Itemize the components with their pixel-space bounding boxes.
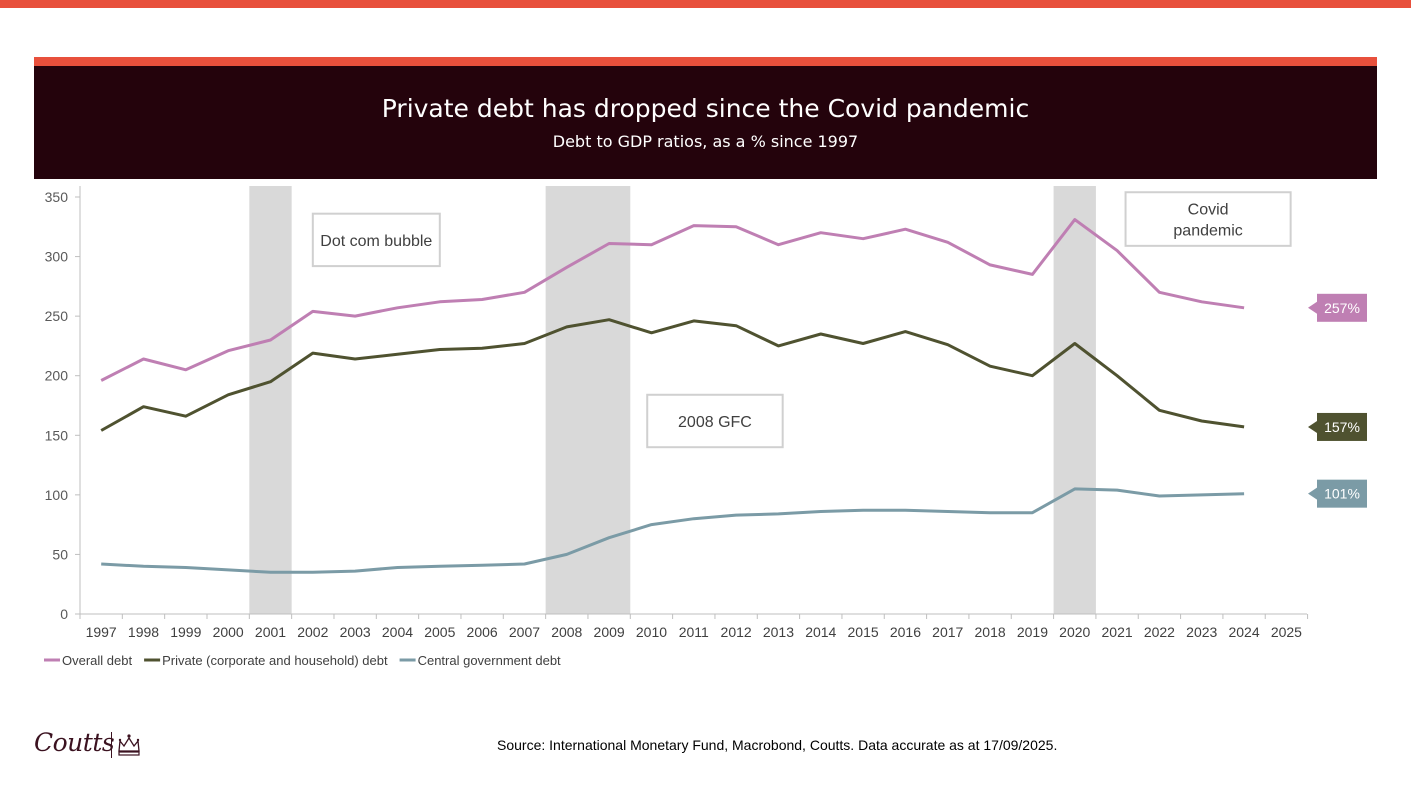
end-tag-pointer — [1308, 420, 1317, 433]
end-value-tag — [1317, 412, 1367, 441]
shaded-period-1 — [249, 186, 292, 614]
x-tick-label: 2008 — [551, 624, 582, 640]
annotation-box-3 — [1124, 191, 1292, 247]
logo-divider — [111, 732, 112, 758]
x-tick-label: 2019 — [1017, 624, 1048, 640]
x-tick-label: 2021 — [1102, 624, 1133, 640]
y-tick-label: 50 — [52, 546, 68, 562]
annotation-label: Covid — [1188, 202, 1229, 219]
shaded-period-3 — [1053, 186, 1096, 614]
x-tick-label: 2003 — [340, 624, 371, 640]
x-tick-label: 1997 — [86, 624, 117, 640]
legend-label-2: Private (corporate and household) debt — [162, 653, 388, 668]
crown-crest-icon — [118, 734, 140, 756]
x-tick-label: 1998 — [128, 624, 159, 640]
shaded-period-2 — [545, 186, 631, 614]
source-note: Source: International Monetary Fund, Mac… — [497, 737, 1058, 753]
end-value-tag — [1317, 479, 1367, 508]
x-tick-label: 2017 — [932, 624, 963, 640]
header-accent-bar — [34, 57, 1377, 66]
chart-header: Private debt has dropped since the Covid… — [34, 66, 1377, 179]
coutts-wordmark: Coutts — [34, 728, 115, 757]
end-value-label: 257% — [1324, 300, 1360, 316]
annotation-label: pandemic — [1173, 223, 1242, 240]
annotation-box-2 — [646, 393, 784, 449]
annotation-box-1 — [311, 212, 441, 268]
x-tick-label: 2005 — [424, 624, 455, 640]
x-tick-label: 2012 — [721, 624, 752, 640]
y-tick-label: 150 — [45, 427, 69, 443]
y-tick-label: 100 — [45, 487, 69, 503]
x-tick-label: 2024 — [1228, 624, 1259, 640]
x-tick-label: 2016 — [890, 624, 921, 640]
end-value-label: 101% — [1324, 486, 1360, 502]
x-tick-label: 2013 — [763, 624, 794, 640]
series-line-1 — [100, 218, 1245, 382]
x-tick-label: 2014 — [805, 624, 836, 640]
debt-line-chart: 0 50 100 150 200 250 300 350 1997 1998 1999 2000 200… — [44, 186, 1367, 668]
end-value-tag — [1317, 293, 1367, 322]
x-tick-label: 2018 — [975, 624, 1006, 640]
y-tick-label: 200 — [45, 368, 69, 384]
chart-title: Private debt has dropped since the Covid… — [381, 94, 1030, 123]
y-tick-label: 350 — [45, 189, 69, 205]
y-tick-label: 0 — [60, 606, 68, 622]
x-tick-label: 2015 — [848, 624, 879, 640]
x-tick-label: 2002 — [297, 624, 328, 640]
series-line-2 — [100, 318, 1245, 432]
x-tick-label: 2001 — [255, 624, 286, 640]
x-tick-label: 2004 — [382, 624, 413, 640]
x-tick-label: 2011 — [679, 624, 709, 640]
x-tick-label: 2020 — [1059, 624, 1090, 640]
legend-label-1: Overall debt — [62, 653, 132, 668]
x-tick-label: 2009 — [594, 624, 625, 640]
end-tag-pointer — [1308, 487, 1317, 500]
x-tick-label: 2025 — [1271, 624, 1302, 640]
series-line-3 — [101, 487, 1245, 574]
end-value-label: 157% — [1324, 419, 1360, 435]
legend-label-3: Central government debt — [418, 653, 561, 668]
annotation-label: Dot com bubble — [320, 233, 432, 250]
top-accent-bar — [0, 0, 1411, 8]
x-tick-label: 2010 — [636, 624, 667, 640]
chart-subtitle: Debt to GDP ratios, as a % since 1997 — [552, 132, 859, 151]
x-tick-label: 2000 — [213, 624, 244, 640]
x-tick-label: 2022 — [1144, 624, 1175, 640]
end-tag-pointer — [1308, 301, 1317, 314]
y-tick-label: 250 — [45, 308, 69, 324]
x-tick-label: 1999 — [170, 624, 201, 640]
y-tick-label: 300 — [45, 249, 69, 265]
x-tick-label: 2007 — [509, 624, 540, 640]
annotation-label: 2008 GFC — [678, 414, 752, 431]
x-tick-label: 2006 — [467, 624, 498, 640]
x-tick-label: 2023 — [1186, 624, 1217, 640]
